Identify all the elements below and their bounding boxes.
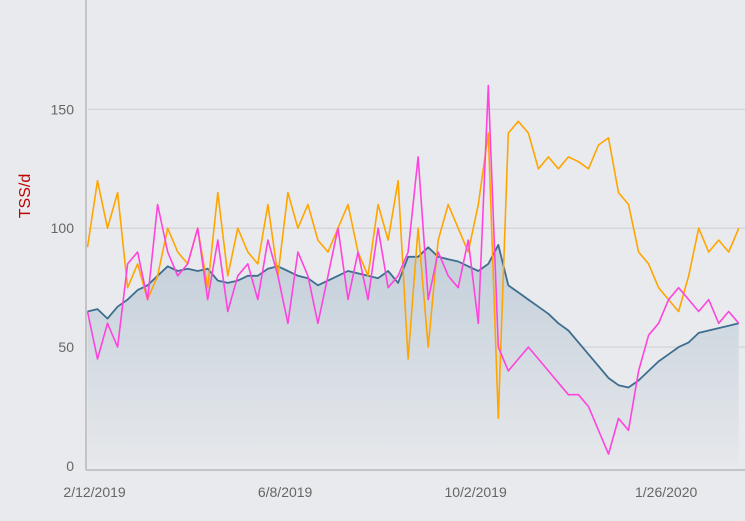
series-lines [86,84,740,455]
x-tick-label: 10/2/2019 [444,484,506,500]
y-tick-label: 150 [51,101,75,117]
series-fills [87,244,739,466]
x-tick-label: 6/8/2019 [258,484,313,500]
y-tick-labels: 0 50 100 150 [51,101,75,474]
series-area-fitness [87,244,739,466]
x-tick-label: 1/26/2020 [635,484,697,500]
y-axis-label: TSS/d [17,174,34,218]
series-line-form [86,84,740,455]
y-tick-label: 50 [58,339,74,355]
x-tick-labels: 2/12/2019 6/8/2019 10/2/2019 1/26/2020 [63,484,697,500]
x-tick-label: 2/12/2019 [63,484,125,500]
y-tick-label: 100 [51,220,75,236]
y-tick-label: 0 [66,458,74,474]
series-line-fitness [87,244,740,389]
